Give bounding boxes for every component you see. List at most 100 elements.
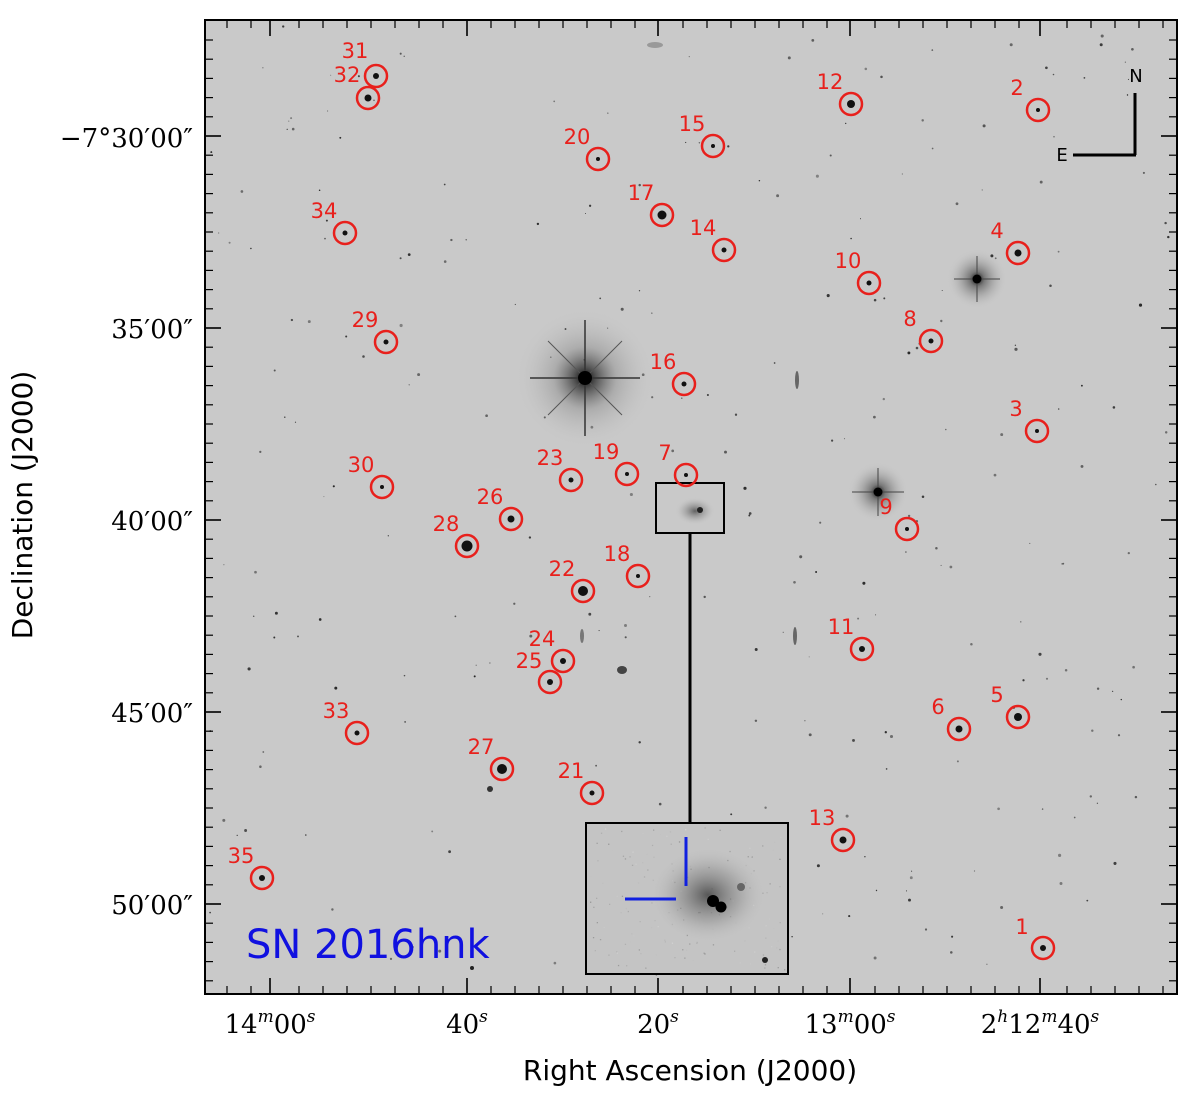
background-star [651, 312, 653, 314]
bright-star-c [947, 249, 1007, 309]
background-star [973, 870, 976, 872]
marker-label: 30 [348, 453, 375, 477]
inset-noise-pixel [704, 953, 706, 955]
background-star [485, 414, 488, 418]
background-star [1124, 61, 1127, 63]
background-star [327, 110, 329, 112]
marker-circle [558, 467, 584, 493]
background-star [1058, 853, 1062, 857]
background-star [688, 55, 690, 58]
inset-noise-pixel [624, 858, 627, 860]
marker-label: 32 [334, 63, 361, 87]
background-star [1039, 180, 1043, 184]
background-star [475, 664, 477, 666]
background-star [1117, 734, 1121, 737]
background-star [629, 492, 633, 497]
marker-label: 3 [1009, 397, 1022, 421]
background-star [1045, 677, 1049, 680]
inset-noise-pixel [633, 935, 635, 937]
field-star [905, 527, 909, 531]
inset-noise-pixel [635, 956, 637, 958]
background-star [981, 189, 983, 191]
bright-star-b [848, 462, 908, 522]
background-star [730, 813, 733, 816]
inset-noise-pixel [608, 954, 610, 956]
background-star [324, 237, 326, 240]
background-star [1020, 621, 1022, 623]
background-star [240, 190, 244, 193]
background-star [908, 898, 911, 902]
inset-noise-pixel [651, 844, 654, 847]
dec-tick-label: 40′00″ [111, 507, 193, 537]
marker-circle [355, 85, 381, 111]
field-star [373, 73, 379, 79]
background-star [685, 141, 687, 144]
background-star [940, 319, 943, 323]
marker-label: 35 [228, 844, 255, 868]
background-star [804, 720, 806, 722]
marker-circle [579, 780, 605, 806]
background-star [698, 142, 701, 144]
inset-noise-pixel [593, 906, 595, 908]
marker-circle [1024, 418, 1050, 444]
background-star [236, 834, 238, 837]
background-star [399, 52, 402, 55]
background-star [848, 915, 851, 918]
background-star [222, 818, 226, 822]
inset-noise-pixel [766, 892, 768, 894]
background-star [443, 260, 447, 263]
inset-noise-pixel [643, 876, 646, 878]
background-star [307, 320, 311, 324]
field-star [354, 730, 360, 736]
inset-noise-pixel [626, 965, 628, 967]
background-star [970, 643, 973, 646]
background-star [262, 751, 265, 753]
background-star [1061, 563, 1063, 565]
background-star [859, 218, 862, 220]
marker-label: 33 [323, 699, 350, 723]
background-star [290, 117, 293, 120]
background-star [274, 611, 278, 615]
background-star [607, 112, 609, 114]
background-star [259, 765, 262, 768]
inset-noise-pixel [762, 845, 764, 847]
background-star [950, 951, 953, 954]
background-star [262, 67, 264, 69]
marker-circle [363, 63, 389, 89]
background-star [1064, 668, 1068, 672]
inset-noise-pixel [703, 952, 705, 954]
marker-label: 14 [690, 216, 717, 240]
marker-circle [671, 371, 697, 397]
inset-noise-pixel [640, 953, 642, 955]
background-star [443, 183, 446, 186]
inset-noise-pixel [600, 832, 603, 834]
marker-circle [332, 220, 358, 246]
background-star [1009, 43, 1013, 47]
inset-noise-pixel [643, 877, 646, 880]
inset-noise-pixel [664, 941, 666, 943]
marker-label: 21 [558, 759, 585, 783]
marker-label: 12 [817, 70, 844, 94]
background-star [862, 581, 866, 585]
field-star [657, 210, 667, 220]
background-star [1091, 729, 1094, 732]
background-star [748, 514, 751, 517]
marker-label: 17 [628, 181, 655, 205]
background-star [1111, 690, 1114, 693]
host-galaxy [675, 497, 715, 525]
background-star [1049, 284, 1052, 288]
marker-circle [894, 516, 920, 542]
background-star [218, 232, 220, 234]
background-star [438, 949, 442, 953]
dec-tick-label: 45′00″ [111, 699, 193, 729]
inset-noise-pixel [596, 842, 598, 844]
background-star [624, 624, 627, 627]
inset-noise-pixel [602, 882, 604, 885]
field-star [578, 586, 588, 596]
background-star [536, 222, 540, 226]
marker-circle [570, 578, 596, 604]
inset-noise-pixel [638, 949, 640, 951]
background-star [305, 834, 307, 836]
inset-noise-pixel [616, 951, 618, 953]
inset-noise-pixel [666, 835, 668, 837]
